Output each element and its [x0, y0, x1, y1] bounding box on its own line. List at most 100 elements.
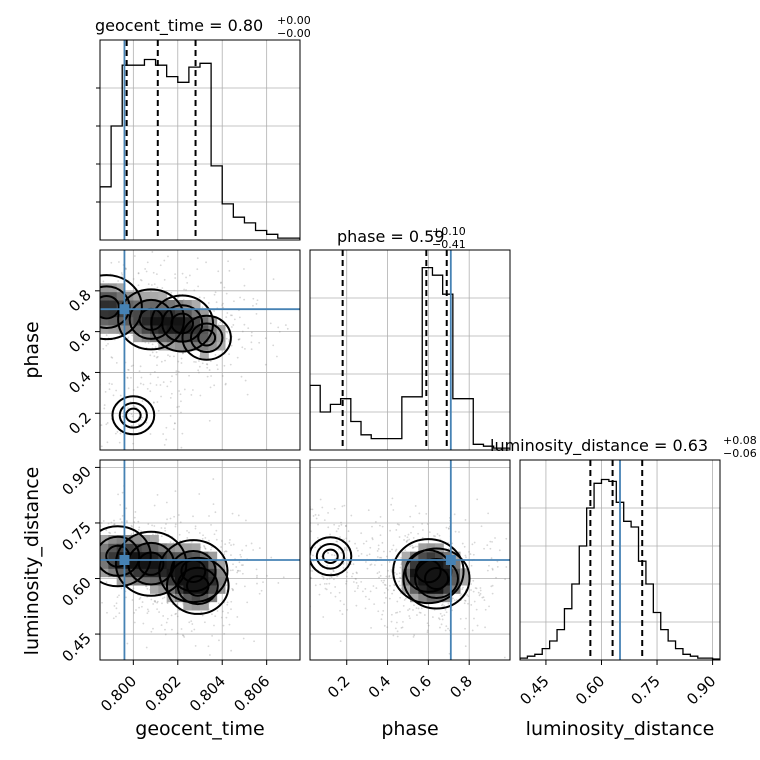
density-cell	[133, 325, 143, 334]
sample-point	[278, 618, 280, 620]
sample-point	[165, 501, 168, 504]
sample-point	[158, 611, 160, 613]
sample-point	[272, 278, 275, 281]
sample-point	[145, 270, 148, 273]
sample-point	[87, 550, 89, 552]
sample-point	[95, 377, 97, 379]
sample-point	[156, 401, 159, 403]
density-cell	[166, 560, 176, 569]
sample-point	[152, 401, 155, 404]
sample-point	[85, 355, 87, 357]
sample-point	[331, 554, 333, 556]
sample-point	[194, 527, 197, 530]
sample-point	[121, 415, 124, 418]
sample-point	[214, 354, 217, 356]
density-cell	[108, 535, 118, 544]
sample-point	[470, 604, 473, 606]
sample-point	[109, 532, 112, 535]
truth-point	[119, 304, 130, 315]
sample-point	[173, 515, 176, 518]
title-phase-minus: −0.41	[432, 238, 466, 251]
sample-point	[405, 541, 408, 543]
sample-point	[155, 351, 158, 354]
density-cell	[183, 325, 193, 334]
contour-level-0	[111, 395, 156, 436]
sample-point	[394, 627, 397, 630]
sample-point	[380, 556, 383, 559]
sample-point	[213, 384, 216, 387]
sample-point	[202, 534, 204, 537]
contour-level-0	[181, 314, 232, 361]
density-cell	[216, 333, 226, 343]
density-cell	[183, 341, 193, 351]
sample-point	[213, 293, 216, 296]
sample-point	[91, 326, 93, 328]
sample-point	[203, 297, 206, 299]
sample-point	[204, 547, 207, 550]
sample-point	[437, 617, 440, 620]
sample-point	[491, 540, 493, 543]
density-cell	[150, 585, 159, 594]
sample-point	[154, 346, 157, 349]
sample-point	[126, 520, 128, 522]
sample-point	[407, 609, 409, 612]
sample-point	[160, 624, 163, 627]
sample-point	[412, 526, 415, 528]
sample-point	[121, 273, 124, 276]
sample-point	[388, 574, 391, 577]
sample-point	[343, 603, 345, 606]
panel-phase-vs-luminosity_distance: 0.2 0.4 0.6 0.8	[278, 459, 513, 702]
sample-point	[201, 538, 204, 540]
sample-point	[401, 626, 404, 629]
sample-point	[256, 582, 258, 585]
density-cell	[125, 576, 134, 586]
sample-point	[333, 554, 336, 557]
sample-point	[114, 432, 117, 435]
sample-point	[491, 567, 494, 570]
sample-point	[105, 581, 108, 584]
sample-point	[89, 563, 91, 565]
density-cell	[166, 576, 176, 586]
sample-point	[352, 581, 355, 583]
sample-point	[131, 415, 134, 418]
sample-point	[403, 599, 406, 601]
sample-point	[97, 377, 99, 379]
density-cell	[108, 551, 118, 561]
sample-point	[250, 331, 253, 334]
sample-point	[152, 401, 155, 404]
sample-point	[482, 596, 485, 599]
density-cell	[208, 333, 218, 343]
sample-point	[314, 584, 317, 587]
sample-point	[224, 383, 227, 386]
sample-point	[383, 591, 386, 594]
sample-point	[57, 318, 59, 320]
sample-point	[237, 338, 240, 341]
sample-point	[160, 535, 163, 538]
sample-point	[153, 525, 156, 527]
density-cell	[141, 308, 151, 318]
sample-point	[85, 516, 87, 518]
sample-point	[64, 568, 66, 570]
sample-point	[356, 587, 359, 590]
sample-point	[444, 629, 447, 632]
density-cell	[426, 568, 436, 578]
panel-frame	[99, 459, 301, 661]
sample-point	[163, 278, 166, 281]
sample-point	[438, 618, 441, 621]
sample-point	[163, 259, 166, 262]
sample-point	[153, 355, 156, 357]
sample-point	[343, 548, 346, 551]
sample-point	[441, 603, 444, 606]
sample-point	[138, 457, 140, 459]
sample-point	[213, 624, 215, 627]
hist-panel-phase	[309, 249, 511, 451]
sample-point	[137, 272, 140, 275]
density-cell	[191, 316, 201, 326]
sample-point	[238, 316, 241, 319]
sample-point	[423, 614, 426, 616]
sample-point	[511, 561, 513, 563]
sample-point	[458, 531, 460, 533]
sample-point	[284, 611, 286, 613]
sample-point	[310, 530, 313, 533]
sample-point	[250, 348, 253, 351]
